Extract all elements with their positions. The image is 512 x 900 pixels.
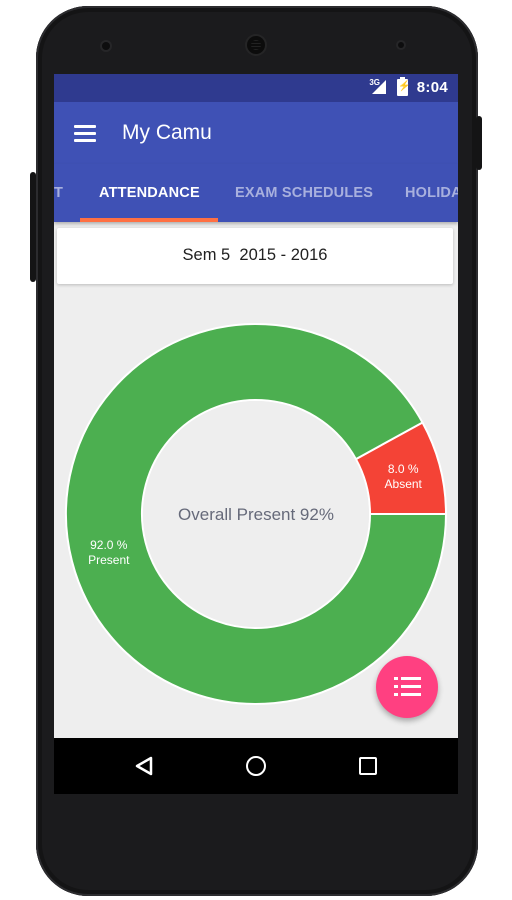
signal-icon (372, 80, 386, 94)
slice-value-label-absent: 8.0 % (388, 462, 419, 476)
status-time: 8:04 (416, 79, 448, 96)
app-bar: My Camu (54, 102, 458, 164)
tab-attendance[interactable]: ATTENDANCE (99, 185, 200, 201)
tab-exam-schedules[interactable]: EXAM SCHEDULES (235, 185, 374, 201)
list-icon (394, 677, 421, 697)
tab-partial-left[interactable]: T (54, 185, 64, 201)
battery-charging-icon (397, 77, 410, 96)
earpiece-speaker (247, 36, 265, 54)
app-title: My Camu (122, 121, 212, 144)
home-circle-icon[interactable] (246, 756, 266, 776)
screen: 3G 8:04 My Camu T ATTENDANCE EXAM SCHEDU… (54, 74, 458, 794)
hamburger-menu-icon[interactable] (74, 125, 96, 142)
status-bar: 3G 8:04 (54, 74, 458, 102)
back-triangle-icon[interactable] (134, 756, 154, 776)
front-camera (102, 42, 110, 50)
slice-name-label-present: Present (88, 553, 130, 567)
active-tab-indicator (80, 218, 218, 222)
semester-label: Sem 5 2015 - 2016 (182, 246, 328, 264)
volume-button (30, 172, 36, 282)
semester-selector[interactable]: Sem 5 2015 - 2016 (57, 228, 453, 284)
donut-center-label: Overall Present 92% (178, 505, 334, 524)
tab-holidays[interactable]: HOLIDA (405, 185, 458, 201)
slice-value-label-present: 92.0 % (90, 538, 128, 552)
tab-bar: T ATTENDANCE EXAM SCHEDULES HOLIDA (54, 164, 458, 222)
list-fab-button[interactable] (376, 656, 438, 718)
attendance-donut-chart: 8.0 %Absent 92.0 %Present Overall Present … (65, 323, 448, 705)
donut-hole (143, 401, 369, 627)
power-button (476, 116, 482, 170)
navigation-bar (54, 738, 458, 794)
donut-slice-present[interactable] (65, 323, 448, 705)
recent-square-icon[interactable] (359, 757, 377, 775)
slice-name-label-absent: Absent (385, 477, 423, 491)
proximity-sensor (398, 42, 404, 48)
